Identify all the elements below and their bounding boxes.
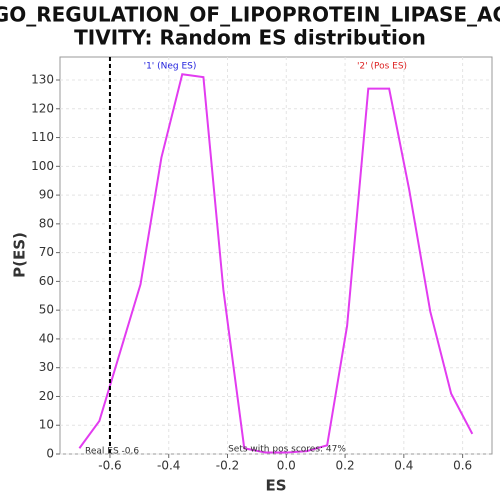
annotation: '2' (Pos ES) bbox=[357, 62, 407, 72]
x-tick-label: -0.4 bbox=[157, 459, 180, 473]
y-tick-label: 0 bbox=[46, 447, 54, 461]
y-tick-label: 60 bbox=[39, 274, 54, 288]
annotation: '1' (Neg ES) bbox=[144, 62, 197, 72]
x-tick-label: -0.6 bbox=[98, 459, 121, 473]
y-tick-label: 100 bbox=[31, 159, 54, 173]
y-tick-label: 90 bbox=[39, 188, 54, 202]
chart-title: GO_REGULATION_OF_LIPOPROTEIN_LIPASE_AC bbox=[0, 3, 500, 27]
annotation: Sets with pos scores: 47% bbox=[228, 445, 346, 455]
x-tick-label: 0.2 bbox=[336, 459, 355, 473]
x-tick-label: 0.4 bbox=[394, 459, 413, 473]
plot-area bbox=[59, 56, 493, 455]
y-tick-label: 130 bbox=[31, 73, 54, 87]
y-tick-label: 30 bbox=[39, 360, 54, 374]
y-tick-label: 40 bbox=[39, 331, 54, 345]
x-tick-label: -0.2 bbox=[216, 459, 239, 473]
x-tick-label: 0.0 bbox=[277, 459, 296, 473]
annotation: Real ES -0.6 bbox=[85, 447, 139, 457]
y-axis-label: P(ES) bbox=[11, 232, 29, 278]
chart-title: TIVITY: Random ES distribution bbox=[74, 26, 426, 50]
y-tick-label: 120 bbox=[31, 101, 54, 115]
y-tick-label: 80 bbox=[39, 216, 54, 230]
y-tick-label: 70 bbox=[39, 245, 54, 259]
y-tick-label: 110 bbox=[31, 130, 54, 144]
x-axis-label: ES bbox=[265, 477, 286, 495]
y-tick-label: 20 bbox=[39, 389, 54, 403]
y-tick-label: 50 bbox=[39, 303, 54, 317]
line-series bbox=[78, 73, 474, 454]
y-tick-label: 10 bbox=[39, 418, 54, 432]
x-tick-label: 0.6 bbox=[453, 459, 472, 473]
